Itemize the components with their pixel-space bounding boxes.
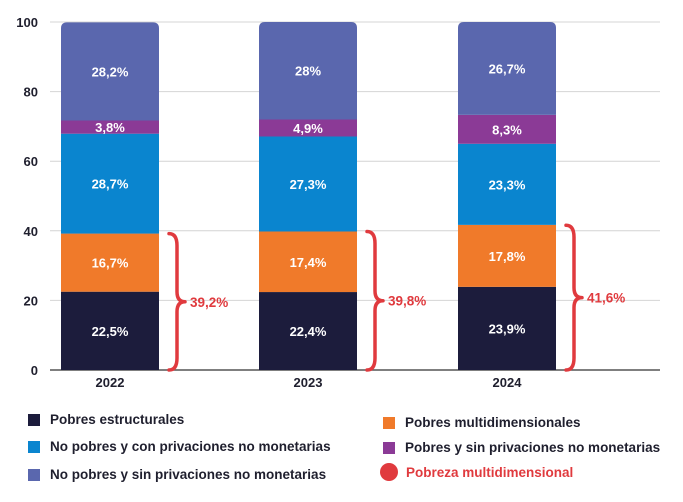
x-tick-label: 2023 xyxy=(294,375,323,390)
poverty-brace xyxy=(564,223,584,372)
poverty-value-label: 39,2% xyxy=(190,295,228,310)
poverty-value-label: 39,8% xyxy=(388,294,426,309)
bar-value-label: 23,3% xyxy=(489,177,526,192)
poverty-value-label: 41,6% xyxy=(587,291,625,306)
bar-value-label: 16,7% xyxy=(92,256,129,271)
bar-value-label: 27,3% xyxy=(290,177,327,192)
bar-segment xyxy=(458,224,556,287)
bar-value-label: 8,3% xyxy=(492,122,522,137)
bar-segment xyxy=(61,22,159,121)
bar-segment xyxy=(61,120,159,134)
bar-value-label: 23,9% xyxy=(489,321,526,336)
bar-value-label: 17,8% xyxy=(489,249,526,264)
y-tick-label: 100 xyxy=(16,15,38,30)
bar-segment xyxy=(259,119,357,137)
bar-segment xyxy=(458,114,556,144)
bar-value-label: 3,8% xyxy=(95,120,125,135)
bar-value-label: 17,4% xyxy=(290,255,327,270)
y-tick-label: 40 xyxy=(24,224,38,239)
bar-segment xyxy=(458,143,556,225)
y-tick-label: 80 xyxy=(24,85,38,100)
y-tick-label: 0 xyxy=(31,363,38,378)
bar-value-label: 26,7% xyxy=(489,61,526,76)
bar-segment xyxy=(259,231,357,293)
bar-segment xyxy=(259,22,357,120)
poverty-brace xyxy=(365,229,385,372)
x-tick-label: 2024 xyxy=(493,375,523,390)
x-tick-label: 2022 xyxy=(96,375,125,390)
bar-value-label: 22,5% xyxy=(92,324,129,339)
bar-segment xyxy=(458,22,556,115)
bar-segment xyxy=(458,286,556,370)
bar-segment xyxy=(61,233,159,292)
bar-value-label: 22,4% xyxy=(290,324,327,339)
y-tick-label: 60 xyxy=(24,154,38,169)
poverty-brace xyxy=(167,231,187,372)
bar-segment xyxy=(259,292,357,370)
bar-segment xyxy=(259,136,357,232)
bar-value-label: 28% xyxy=(295,64,321,79)
bar-value-label: 4,9% xyxy=(293,121,323,136)
bar-segment xyxy=(61,133,159,234)
y-tick-label: 20 xyxy=(24,293,38,308)
bar-segment xyxy=(61,291,159,370)
bar-value-label: 28,2% xyxy=(92,64,129,79)
bar-value-label: 28,7% xyxy=(92,177,129,192)
